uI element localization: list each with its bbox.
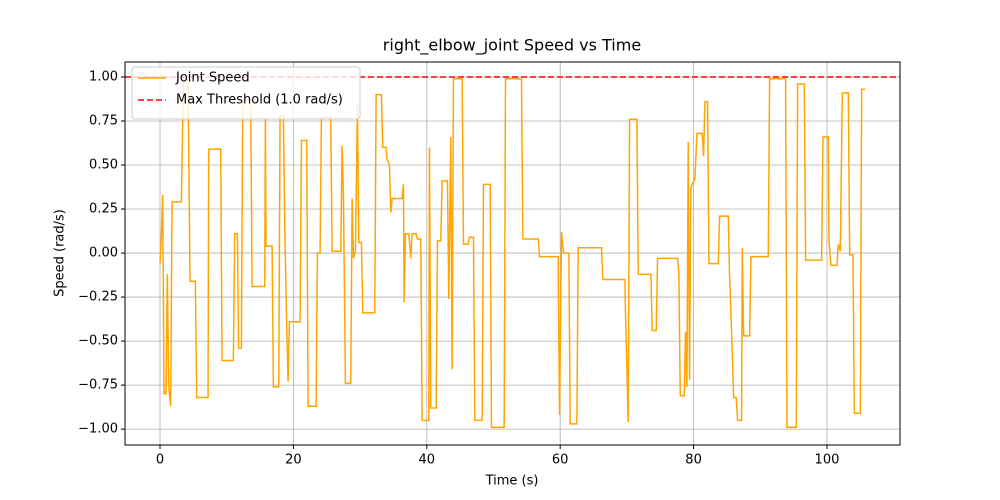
y-tick-label: 0.75 — [89, 113, 118, 128]
y-tick-label: 0.00 — [89, 246, 118, 261]
x-tick-label: 0 — [156, 453, 164, 468]
y-tick-label: −0.75 — [78, 378, 118, 393]
legend-label: Max Threshold (1.0 rad/s) — [176, 93, 343, 108]
x-tick-label: 100 — [815, 453, 840, 468]
x-axis-label: Time (s) — [485, 474, 539, 489]
legend-label: Joint Speed — [175, 71, 250, 86]
x-tick-label: 40 — [419, 453, 436, 468]
x-tick-label: 80 — [685, 453, 702, 468]
x-tick-label: 20 — [285, 453, 302, 468]
legend-box — [131, 66, 361, 120]
y-tick-label: 0.50 — [89, 158, 118, 173]
chart-title: right_elbow_joint Speed vs Time — [383, 36, 641, 56]
y-tick-label: 1.00 — [89, 69, 118, 84]
data-line — [159, 77, 865, 429]
y-axis-label: Speed (rad/s) — [53, 209, 68, 297]
y-tick-label: 0.25 — [89, 202, 118, 217]
y-tick-label: −1.00 — [78, 422, 118, 437]
y-tick-label: −0.25 — [78, 290, 118, 305]
axes-frame — [124, 61, 901, 446]
y-tick-label: −0.50 — [78, 334, 118, 349]
x-tick-label: 60 — [552, 453, 569, 468]
